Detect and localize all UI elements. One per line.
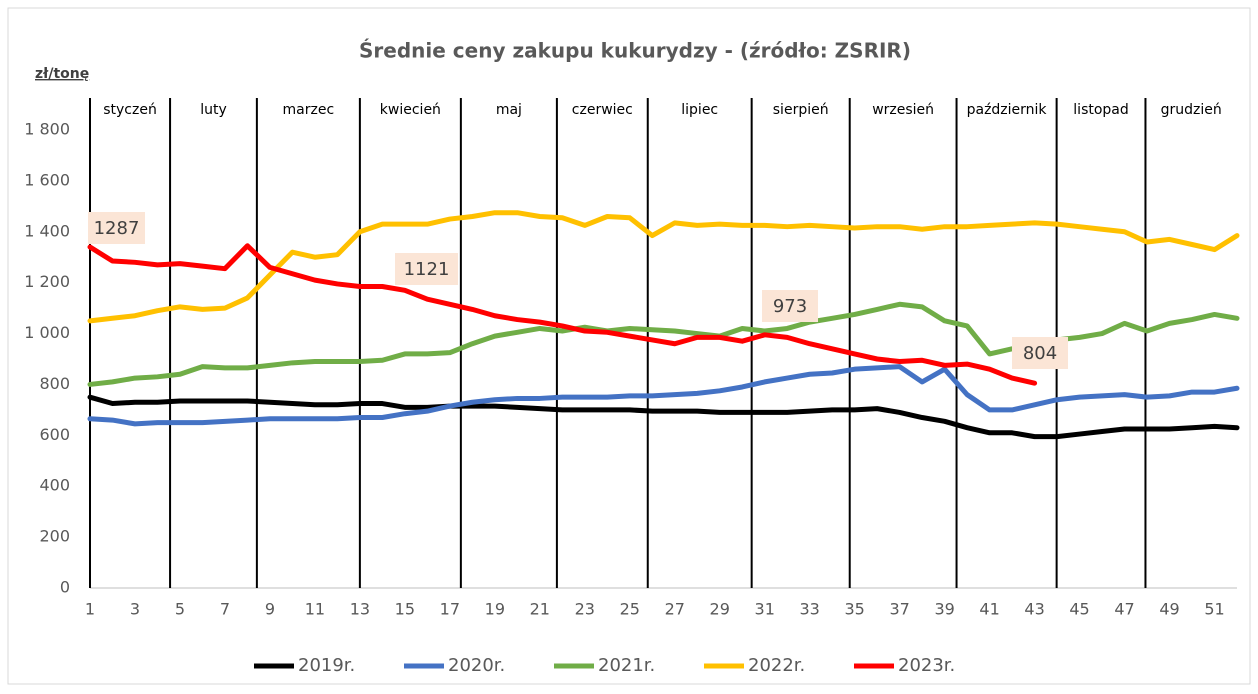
annotation: 973 bbox=[773, 296, 807, 317]
legend-label: 2020r. bbox=[448, 655, 505, 676]
series-line bbox=[87, 210, 1240, 324]
month-label: sierpień bbox=[773, 102, 829, 118]
y-tick-label: 1 000 bbox=[24, 323, 70, 342]
month-label: listopad bbox=[1073, 102, 1128, 118]
y-tick-label: 1 600 bbox=[24, 170, 70, 189]
x-tick-label: 43 bbox=[1024, 600, 1044, 619]
annotation-box bbox=[88, 212, 145, 244]
x-tick-label: 13 bbox=[350, 600, 370, 619]
x-tick-label: 17 bbox=[440, 600, 460, 619]
y-tick-label: 400 bbox=[39, 476, 70, 495]
x-tick-label: 3 bbox=[130, 600, 140, 619]
series-line bbox=[87, 394, 1240, 440]
x-tick-label: 29 bbox=[710, 600, 730, 619]
x-tick-label: 7 bbox=[220, 600, 230, 619]
x-tick-label: 5 bbox=[175, 600, 185, 619]
x-tick-label: 47 bbox=[1114, 600, 1134, 619]
x-tick-label: 51 bbox=[1204, 600, 1224, 619]
annotation-box bbox=[762, 290, 818, 322]
legend-label: 2023r. bbox=[898, 655, 955, 676]
annotation-box bbox=[395, 253, 458, 285]
y-tick-label: 1 800 bbox=[24, 120, 70, 139]
x-tick-label: 45 bbox=[1069, 600, 1089, 619]
y-tick-label: 800 bbox=[39, 374, 70, 393]
month-label: styczeń bbox=[103, 102, 157, 118]
month-label: marzec bbox=[283, 102, 335, 118]
annotation-box bbox=[1012, 337, 1068, 369]
series-line bbox=[87, 364, 1240, 427]
x-tick-label: 9 bbox=[265, 600, 275, 619]
x-tick-label: 39 bbox=[934, 600, 954, 619]
annotation: 1287 bbox=[94, 218, 140, 239]
legend-label: 2022r. bbox=[748, 655, 805, 676]
month-label: lipiec bbox=[681, 102, 718, 118]
month-label: grudzień bbox=[1161, 102, 1222, 118]
x-tick-label: 33 bbox=[800, 600, 820, 619]
x-tick-label: 35 bbox=[844, 600, 864, 619]
x-tick-label: 41 bbox=[979, 600, 999, 619]
x-tick-label: 31 bbox=[755, 600, 775, 619]
month-label: czerwiec bbox=[572, 102, 633, 118]
x-tick-label: 49 bbox=[1159, 600, 1179, 619]
annotation: 804 bbox=[1023, 343, 1057, 364]
month-label: luty bbox=[200, 102, 227, 118]
annotation: 1121 bbox=[404, 259, 450, 280]
x-tick-label: 27 bbox=[665, 600, 685, 619]
y-tick-label: 1 200 bbox=[24, 272, 70, 291]
x-tick-label: 1 bbox=[85, 600, 95, 619]
y-axis-label: zł/tonę bbox=[35, 66, 89, 82]
month-label: maj bbox=[496, 102, 522, 118]
legend-label: 2019r. bbox=[298, 655, 355, 676]
x-tick-label: 21 bbox=[530, 600, 550, 619]
x-tick-label: 37 bbox=[889, 600, 909, 619]
x-tick-label: 25 bbox=[620, 600, 640, 619]
month-label: wrzesień bbox=[872, 102, 934, 118]
month-label: kwiecień bbox=[380, 102, 441, 118]
series-line bbox=[87, 243, 1038, 386]
y-tick-label: 600 bbox=[39, 425, 70, 444]
month-label: październik bbox=[967, 102, 1048, 118]
legend-label: 2021r. bbox=[598, 655, 655, 676]
y-tick-label: 0 bbox=[60, 578, 70, 597]
x-tick-label: 23 bbox=[575, 600, 595, 619]
x-tick-label: 15 bbox=[395, 600, 415, 619]
y-tick-label: 200 bbox=[39, 527, 70, 546]
chart-title: Średnie ceny zakupu kukurydzy - (źródło:… bbox=[359, 39, 911, 63]
y-tick-label: 1 400 bbox=[24, 221, 70, 240]
x-tick-label: 11 bbox=[305, 600, 325, 619]
x-tick-label: 19 bbox=[485, 600, 505, 619]
